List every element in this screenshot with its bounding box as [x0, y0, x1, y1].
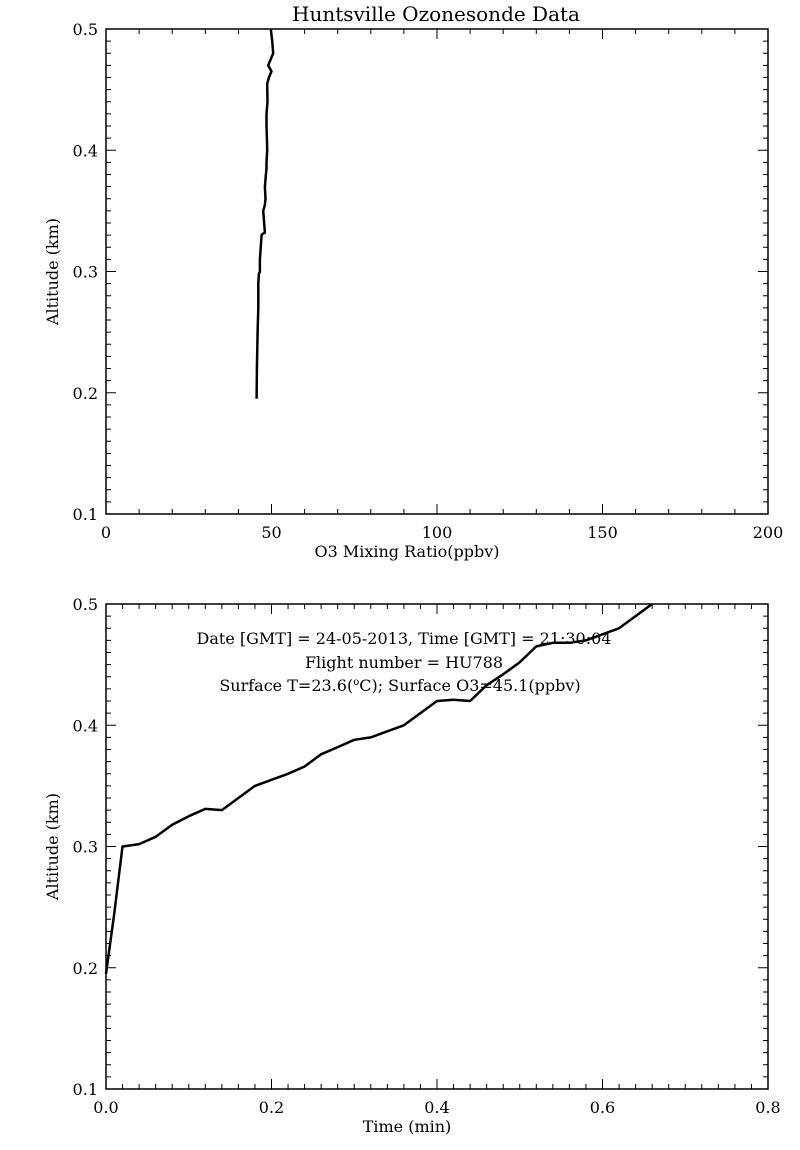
- x-tick-label: 0.8: [755, 1098, 780, 1117]
- flight-number-annotation: Flight number = HU788: [305, 653, 503, 672]
- y-tick-label: 0.2: [73, 959, 98, 978]
- altitude-time-panel: Date [GMT] = 24-05-2013, Time [GMT] = 21…: [43, 595, 781, 1136]
- plot-frame: [105, 28, 769, 515]
- y-axis-label: Altitude (km): [43, 218, 62, 326]
- x-axis-label: O3 Mixing Ratio(ppbv): [314, 542, 499, 561]
- x-tick-label: 200: [753, 523, 784, 542]
- date-time-annotation: Date [GMT] = 24-05-2013, Time [GMT] = 21…: [197, 629, 612, 648]
- x-tick-label: 0.2: [259, 1098, 284, 1117]
- series-line: [104, 602, 653, 974]
- x-tick-label: 0.0: [93, 1098, 118, 1117]
- figure-title: Huntsville Ozonesonde Data: [292, 2, 580, 26]
- x-tick-label: 50: [261, 523, 281, 542]
- surface-conditions-annotation: Surface T=23.6(oC); Surface O3=45.1(ppbv…: [219, 676, 580, 695]
- x-tick-label: 0.6: [590, 1098, 615, 1117]
- x-axis-label: Time (min): [363, 1117, 452, 1136]
- y-tick-label: 0.4: [73, 141, 98, 160]
- y-tick-label: 0.1: [73, 1080, 98, 1099]
- y-tick-label: 0.3: [73, 838, 98, 857]
- y-tick-label: 0.2: [73, 384, 98, 403]
- series-line: [255, 28, 275, 399]
- x-tick-label: 150: [587, 523, 618, 542]
- x-tick-label: 100: [422, 523, 453, 542]
- y-tick-label: 0.5: [73, 20, 98, 39]
- y-tick-label: 0.3: [73, 263, 98, 282]
- x-tick-label: 0.4: [424, 1098, 449, 1117]
- y-tick-label: 0.5: [73, 595, 98, 614]
- ozone-profile-panel: 0 50 100 150 200 0.1 0.2 0.3 0.4 0.5 O3 Mixing Rat…: [43, 20, 783, 561]
- y-tick-label: 0.1: [73, 505, 98, 524]
- x-tick-label: 0: [101, 523, 111, 542]
- y-tick-label: 0.4: [73, 716, 98, 735]
- y-axis-label: Altitude (km): [43, 793, 62, 901]
